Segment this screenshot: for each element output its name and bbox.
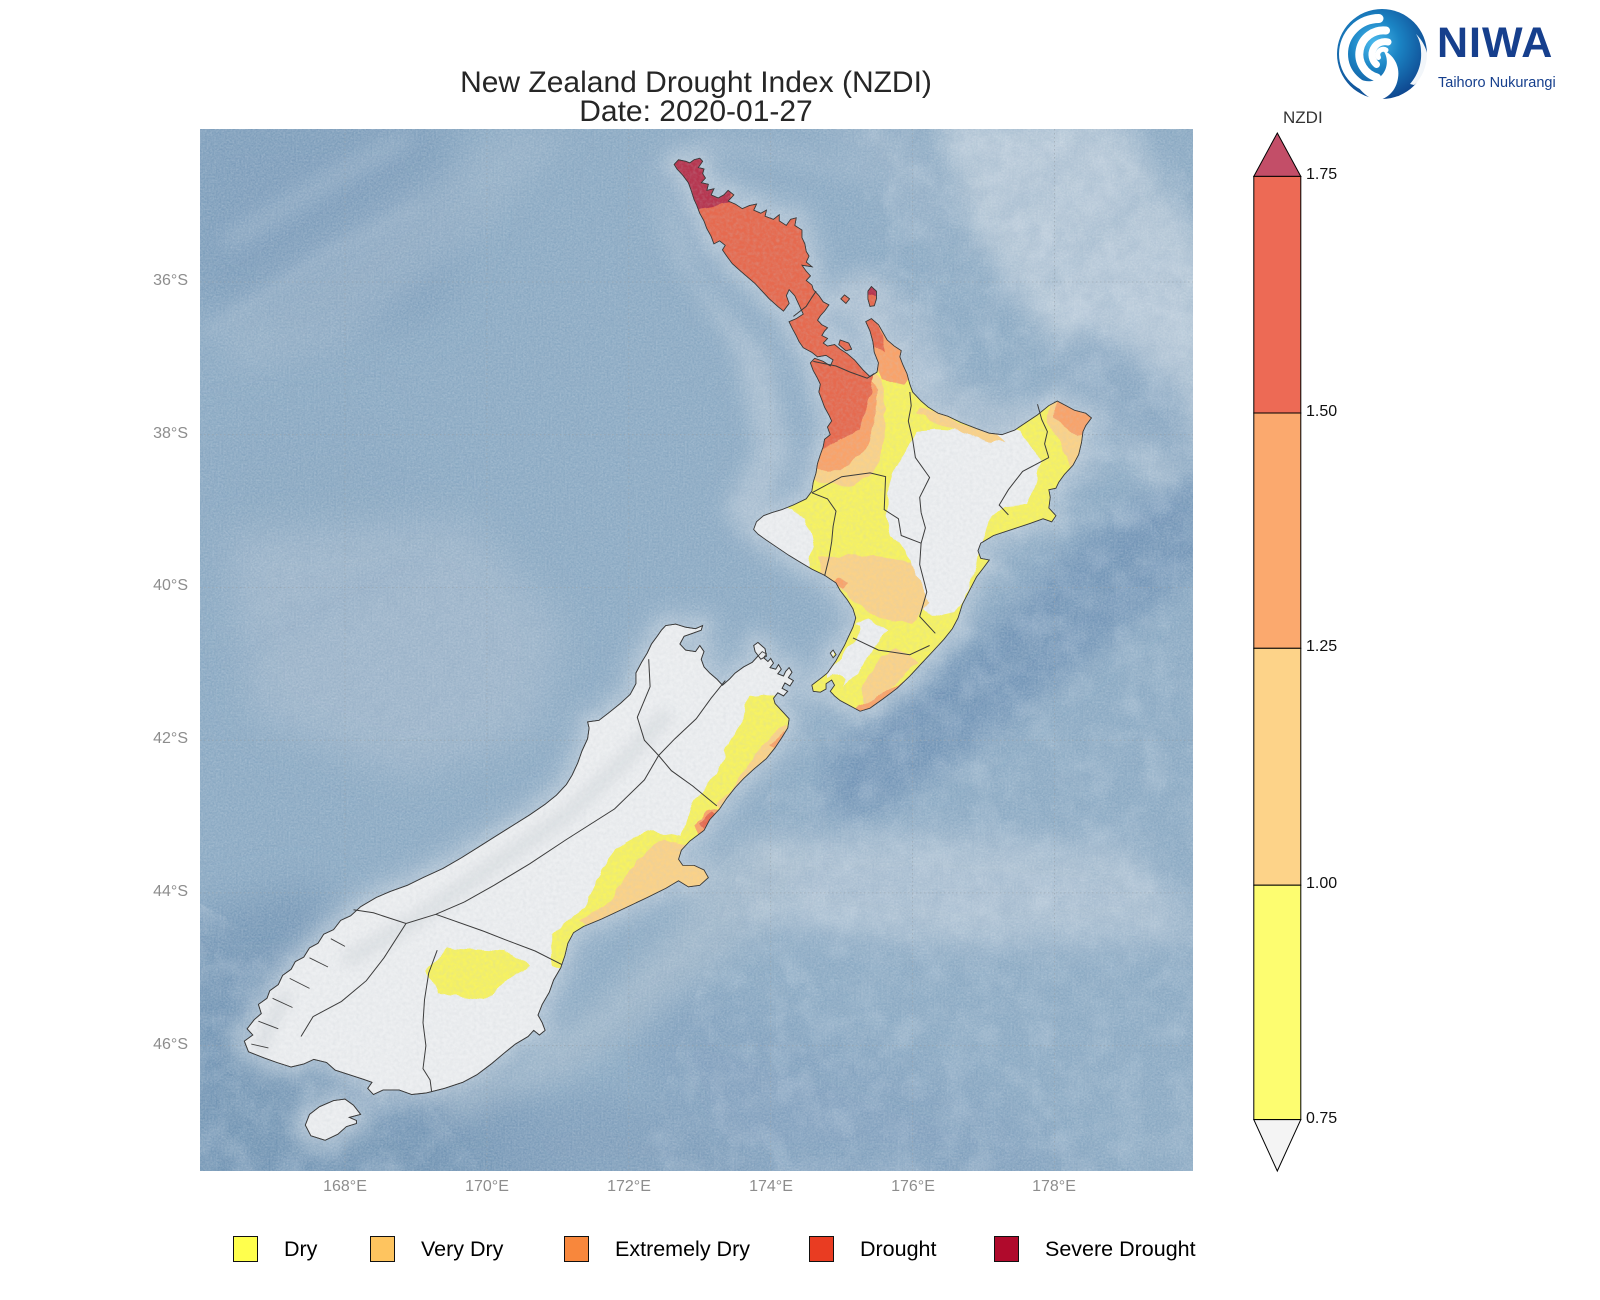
svg-text:NIWA: NIWA	[1437, 19, 1553, 67]
svg-text:Taihoro Nukurangi: Taihoro Nukurangi	[1438, 75, 1556, 91]
